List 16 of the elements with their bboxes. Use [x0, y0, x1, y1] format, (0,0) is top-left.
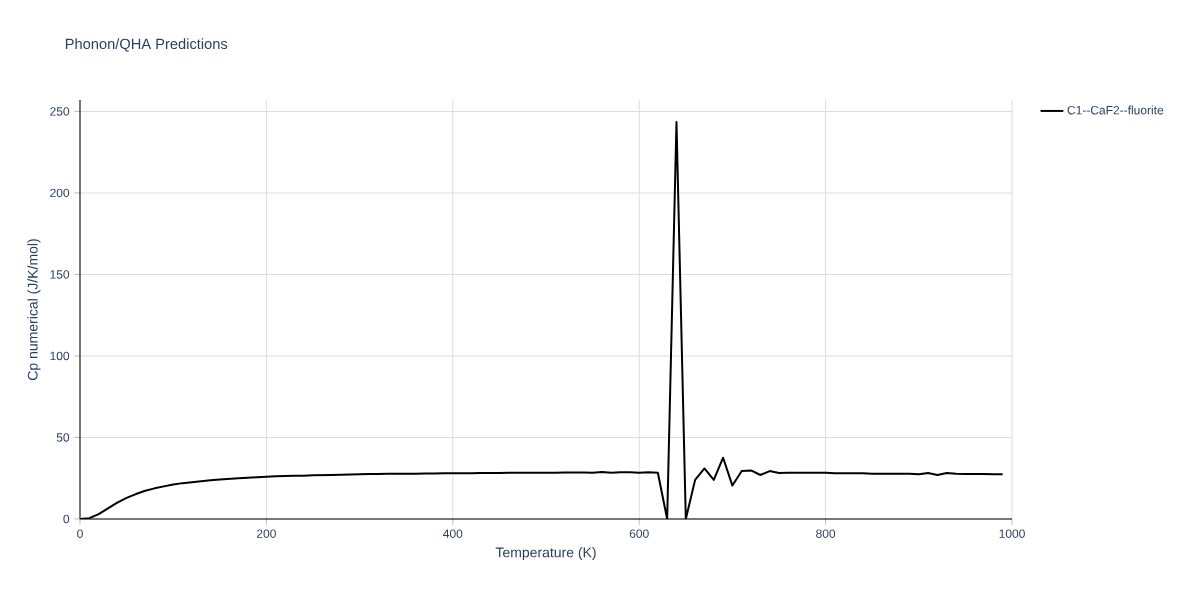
y-tick-label: 150 — [50, 270, 70, 279]
x-tick-label: 0 — [77, 529, 83, 538]
x-tick-label: 800 — [816, 529, 836, 538]
x-tick-label: 600 — [629, 529, 649, 538]
x-tick-label: 400 — [443, 529, 463, 538]
x-tick-label: 200 — [257, 529, 276, 538]
chart-title: Phonon/QHA Predictions — [65, 38, 228, 52]
x-axis-title: Temperature (K) — [495, 547, 596, 561]
legend-label: C1--CaF2--fluorite — [1067, 105, 1164, 115]
y-tick-label: 50 — [56, 433, 70, 442]
y-tick-label: 250 — [50, 107, 70, 116]
y-tick-label: 100 — [50, 351, 70, 361]
y-axis-title: Cp numerical (J/K/mol) — [27, 239, 41, 380]
x-tick-label: 1000 — [999, 529, 1025, 538]
y-tick-label: 0 — [63, 514, 70, 524]
y-tick-label: 200 — [50, 188, 70, 198]
